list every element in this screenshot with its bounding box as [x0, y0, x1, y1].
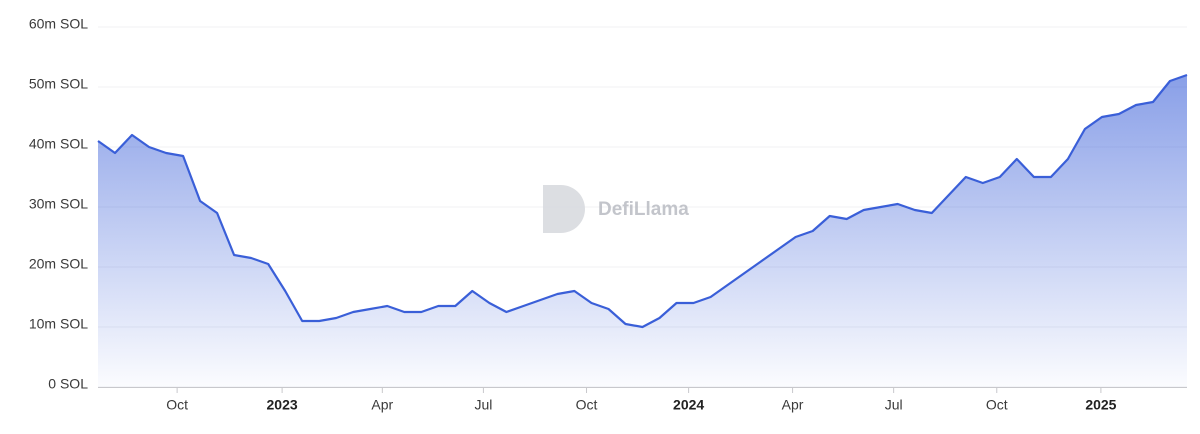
y-tick-label: 10m SOL: [29, 316, 88, 332]
watermark: DefiLlama: [543, 185, 689, 233]
x-tick-label: Oct: [576, 397, 598, 413]
y-tick-label: 20m SOL: [29, 256, 88, 272]
y-tick-label: 30m SOL: [29, 196, 88, 212]
watermark-logo: [543, 185, 585, 233]
y-tick-label: 40m SOL: [29, 136, 88, 152]
x-tick-label: 2025: [1085, 397, 1116, 413]
watermark-text: DefiLlama: [598, 199, 689, 220]
y-tick-label: 50m SOL: [29, 76, 88, 92]
area-fill: [98, 75, 1187, 387]
x-tick-label: Oct: [986, 397, 1008, 413]
x-tick-label: Apr: [782, 397, 804, 413]
y-tick-label: 60m SOL: [29, 16, 88, 32]
line: [97, 73, 1188, 329]
x-tick-label: 2023: [267, 397, 298, 413]
x-tick-label: 2024: [673, 397, 704, 413]
x-tick-label: Apr: [371, 397, 393, 413]
x-tick-label: Oct: [166, 397, 188, 413]
x-tick-label: Jul: [885, 397, 903, 413]
x-tick-label: Jul: [474, 397, 492, 413]
y-tick-label: 0 SOL: [48, 376, 88, 392]
